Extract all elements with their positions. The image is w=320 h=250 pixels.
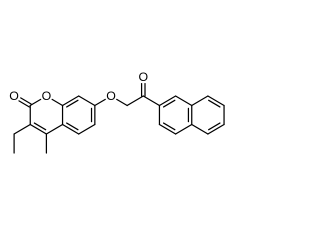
atom-label: O <box>42 89 52 103</box>
inner-bond <box>162 122 176 131</box>
bond <box>29 123 48 135</box>
bond <box>174 95 193 107</box>
atom-label: O <box>138 70 148 84</box>
bond <box>158 95 177 107</box>
bond <box>142 95 161 107</box>
double-bond <box>20 97 32 105</box>
atom-label: O <box>9 89 19 103</box>
atom-label: O <box>106 89 116 103</box>
inner-bond <box>66 99 79 108</box>
bond <box>61 123 80 135</box>
bond <box>191 123 209 135</box>
bond <box>13 123 31 135</box>
bond <box>158 123 177 135</box>
inner-bond <box>66 122 79 131</box>
bond <box>78 123 96 135</box>
bond <box>45 123 64 135</box>
inner-bond <box>162 99 176 108</box>
background <box>0 0 250 250</box>
bond <box>61 95 80 107</box>
bond <box>29 98 42 107</box>
bond <box>94 98 106 107</box>
inner-bond <box>208 99 221 108</box>
structure: O O O O <box>9 70 225 154</box>
bond <box>126 95 144 107</box>
bond <box>207 123 225 135</box>
molecule-diagram: O O O O <box>0 0 250 250</box>
bond <box>174 123 193 135</box>
bond <box>207 95 225 107</box>
bond <box>116 98 128 107</box>
inner-bond <box>208 122 221 131</box>
bond <box>191 95 209 107</box>
bond <box>51 98 64 107</box>
inner-bond <box>33 122 47 131</box>
bond <box>78 95 96 107</box>
double-bond <box>18 100 31 108</box>
